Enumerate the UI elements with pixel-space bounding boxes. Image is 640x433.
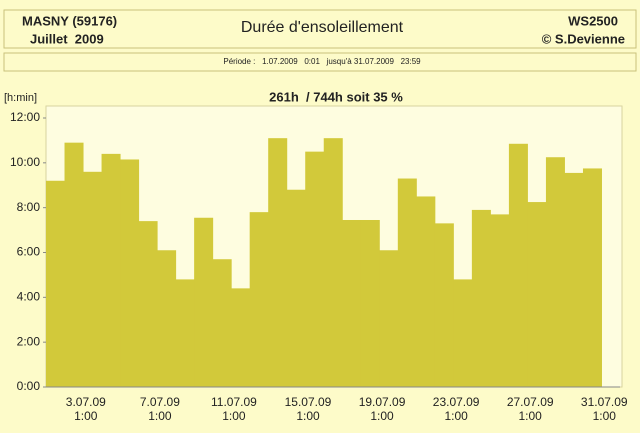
x-tick-time: 1:00 <box>296 409 320 423</box>
y-tick-label: 4:00 <box>17 290 41 304</box>
x-tick-time: 1:00 <box>519 409 543 423</box>
bar <box>305 151 325 387</box>
y-tick-label: 8:00 <box>17 200 41 214</box>
x-tick-label: 27.07.09 <box>507 395 554 409</box>
bar <box>434 223 454 387</box>
bar <box>453 279 473 387</box>
x-tick-time: 1:00 <box>593 409 617 423</box>
header-box <box>3 9 637 49</box>
y-tick-label: 10:00 <box>10 155 40 169</box>
bar <box>194 217 214 387</box>
x-tick-label: 3.07.09 <box>66 395 106 409</box>
author: © S.Devienne <box>542 31 625 46</box>
y-tick-label: 0:00 <box>17 379 41 393</box>
x-tick-label: 15.07.09 <box>285 395 332 409</box>
bar <box>46 180 66 387</box>
x-tick-label: 7.07.09 <box>140 395 180 409</box>
bar <box>212 259 232 387</box>
bar <box>138 221 158 387</box>
device: WS2500 <box>568 13 618 28</box>
bar <box>83 171 103 387</box>
y-tick-label: 2:00 <box>17 334 41 348</box>
x-tick-time: 1:00 <box>148 409 172 423</box>
x-tick-label: 31.07.09 <box>581 395 628 409</box>
period: Période : 1.07.2009 0:01 jusqu'à 31.07.2… <box>223 57 421 66</box>
y-tick-label: 6:00 <box>17 245 41 259</box>
bar <box>564 172 584 387</box>
bar <box>582 168 602 387</box>
bar <box>101 153 121 387</box>
bar <box>527 202 547 387</box>
x-tick-time: 1:00 <box>74 409 98 423</box>
bar <box>286 189 306 387</box>
bar <box>157 250 177 387</box>
bar <box>120 159 140 387</box>
x-tick-label: 19.07.09 <box>359 395 406 409</box>
bar <box>360 219 380 387</box>
x-tick-label: 11.07.09 <box>211 395 257 409</box>
header-title: Durée d'ensoleillement <box>241 19 404 36</box>
x-tick-time: 1:00 <box>444 409 468 423</box>
bar <box>545 157 565 387</box>
x-tick-label: 23.07.09 <box>433 395 480 409</box>
bar <box>175 279 195 387</box>
bar <box>416 196 436 387</box>
x-tick-time: 1:00 <box>222 409 246 423</box>
period-box <box>3 52 637 72</box>
bar <box>249 212 269 387</box>
y-axis-label: [h:min] <box>4 92 37 104</box>
chart-title: 261h / 744h soit 35 % <box>269 89 403 104</box>
bar <box>268 138 288 387</box>
bar <box>379 250 399 387</box>
bar <box>231 288 251 387</box>
x-tick-time: 1:00 <box>370 409 394 423</box>
bar <box>397 178 417 387</box>
bar <box>64 142 84 387</box>
y-tick-label: 12:00 <box>10 110 40 124</box>
bar <box>471 209 491 387</box>
month: Juillet 2009 <box>30 31 104 46</box>
bar <box>342 219 362 387</box>
bar <box>490 214 510 387</box>
station: MASNY (59176) <box>22 13 117 28</box>
bar <box>323 138 343 387</box>
bar <box>508 143 528 387</box>
